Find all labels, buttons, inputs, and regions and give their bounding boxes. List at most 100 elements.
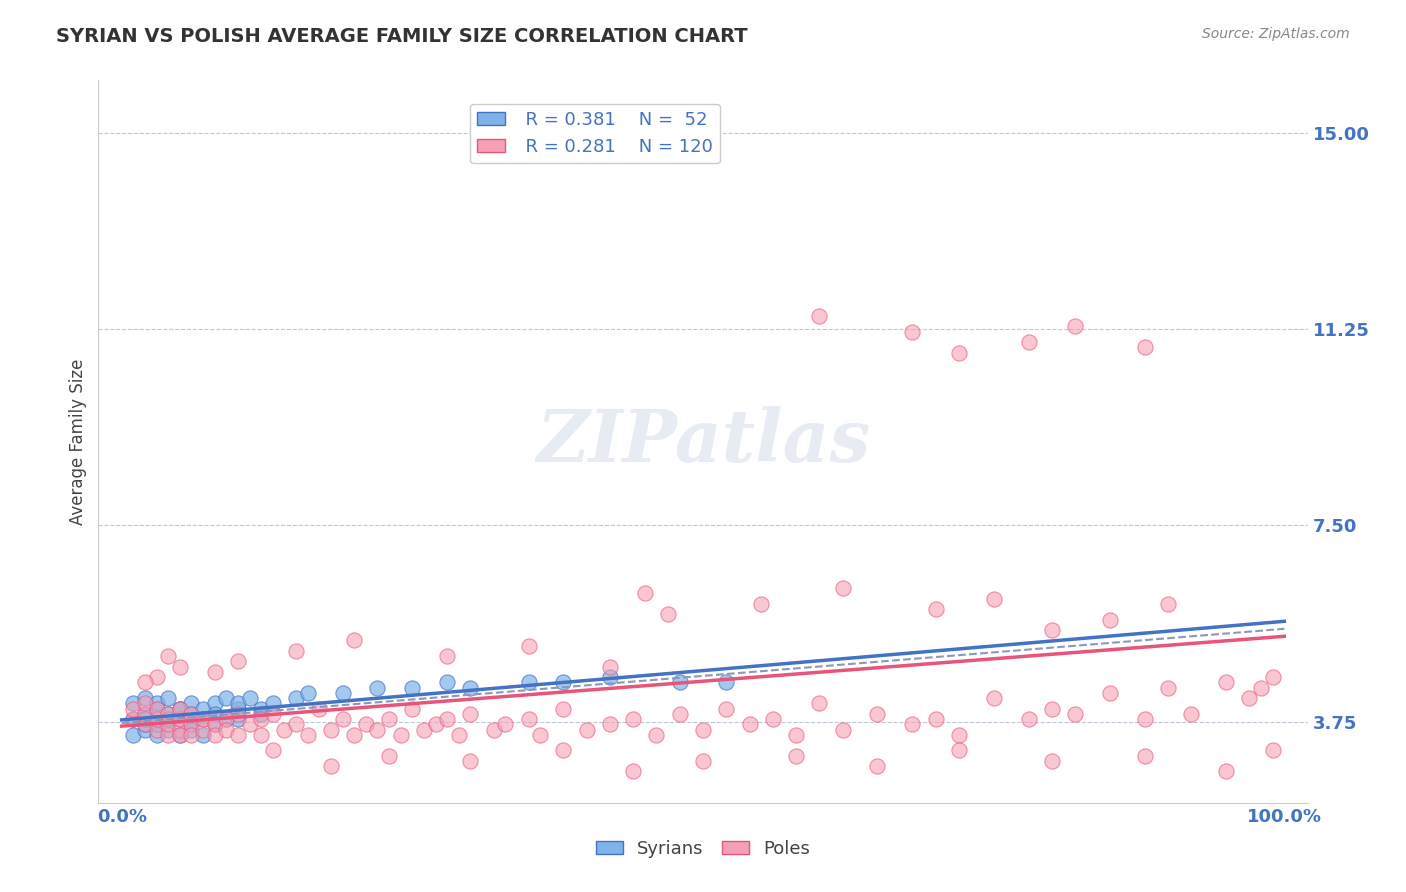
Point — [122, 712, 145, 726]
Point — [169, 723, 191, 737]
Point — [1215, 675, 1237, 690]
Point — [831, 581, 853, 595]
Point — [692, 754, 714, 768]
Point — [1215, 764, 1237, 779]
Point — [948, 345, 970, 359]
Point — [1133, 748, 1156, 763]
Point — [250, 728, 273, 742]
Point — [169, 728, 191, 742]
Legend: Syrians, Poles: Syrians, Poles — [589, 833, 817, 865]
Point — [204, 717, 226, 731]
Point — [1239, 691, 1261, 706]
Point — [332, 686, 354, 700]
Point — [145, 712, 167, 726]
Point — [924, 602, 946, 616]
Point — [134, 723, 156, 737]
Point — [785, 728, 807, 742]
Point — [134, 717, 156, 731]
Point — [494, 717, 516, 731]
Point — [831, 723, 853, 737]
Point — [169, 712, 191, 726]
Point — [180, 706, 202, 721]
Legend:   R = 0.381    N =  52,   R = 0.281    N = 120: R = 0.381 N = 52, R = 0.281 N = 120 — [470, 103, 720, 163]
Point — [204, 696, 226, 710]
Point — [599, 717, 621, 731]
Point — [226, 706, 249, 721]
Point — [157, 712, 180, 726]
Point — [901, 717, 924, 731]
Point — [191, 728, 214, 742]
Point — [599, 659, 621, 673]
Point — [262, 743, 284, 757]
Point — [866, 759, 889, 773]
Point — [319, 759, 342, 773]
Point — [134, 706, 156, 721]
Point — [169, 712, 191, 726]
Point — [366, 681, 388, 695]
Point — [180, 723, 202, 737]
Point — [134, 691, 156, 706]
Point — [575, 723, 598, 737]
Point — [226, 696, 249, 710]
Point — [169, 659, 191, 673]
Point — [134, 706, 156, 721]
Point — [204, 665, 226, 679]
Point — [145, 670, 167, 684]
Point — [1133, 712, 1156, 726]
Point — [1133, 340, 1156, 354]
Point — [180, 696, 202, 710]
Point — [1180, 706, 1202, 721]
Point — [599, 670, 621, 684]
Point — [297, 728, 319, 742]
Point — [239, 717, 262, 731]
Point — [157, 728, 180, 742]
Point — [716, 701, 738, 715]
Point — [250, 701, 273, 715]
Text: SYRIAN VS POLISH AVERAGE FAMILY SIZE CORRELATION CHART: SYRIAN VS POLISH AVERAGE FAMILY SIZE COR… — [56, 27, 748, 45]
Point — [517, 712, 540, 726]
Point — [204, 717, 226, 731]
Point — [762, 712, 785, 726]
Point — [460, 754, 482, 768]
Point — [1250, 681, 1272, 695]
Point — [901, 325, 924, 339]
Point — [657, 607, 679, 622]
Point — [389, 728, 412, 742]
Point — [1064, 319, 1087, 334]
Point — [134, 696, 156, 710]
Point — [354, 717, 377, 731]
Point — [134, 712, 156, 726]
Point — [1157, 681, 1180, 695]
Y-axis label: Average Family Size: Average Family Size — [69, 359, 87, 524]
Point — [948, 728, 970, 742]
Point — [378, 712, 401, 726]
Point — [621, 712, 644, 726]
Point — [645, 728, 668, 742]
Point — [413, 723, 436, 737]
Point — [145, 696, 167, 710]
Point — [215, 691, 238, 706]
Point — [634, 586, 657, 600]
Text: ZIPatlas: ZIPatlas — [536, 406, 870, 477]
Point — [1064, 706, 1087, 721]
Point — [482, 723, 505, 737]
Point — [517, 639, 540, 653]
Point — [692, 723, 714, 737]
Point — [343, 633, 366, 648]
Point — [285, 644, 308, 658]
Point — [553, 743, 575, 757]
Point — [553, 675, 575, 690]
Point — [273, 723, 295, 737]
Point — [239, 691, 262, 706]
Point — [215, 712, 238, 726]
Point — [553, 701, 575, 715]
Point — [436, 675, 458, 690]
Point — [226, 701, 249, 715]
Point — [169, 701, 191, 715]
Point — [250, 706, 273, 721]
Point — [226, 655, 249, 669]
Point — [297, 686, 319, 700]
Point — [1098, 686, 1121, 700]
Point — [436, 649, 458, 664]
Point — [157, 717, 180, 731]
